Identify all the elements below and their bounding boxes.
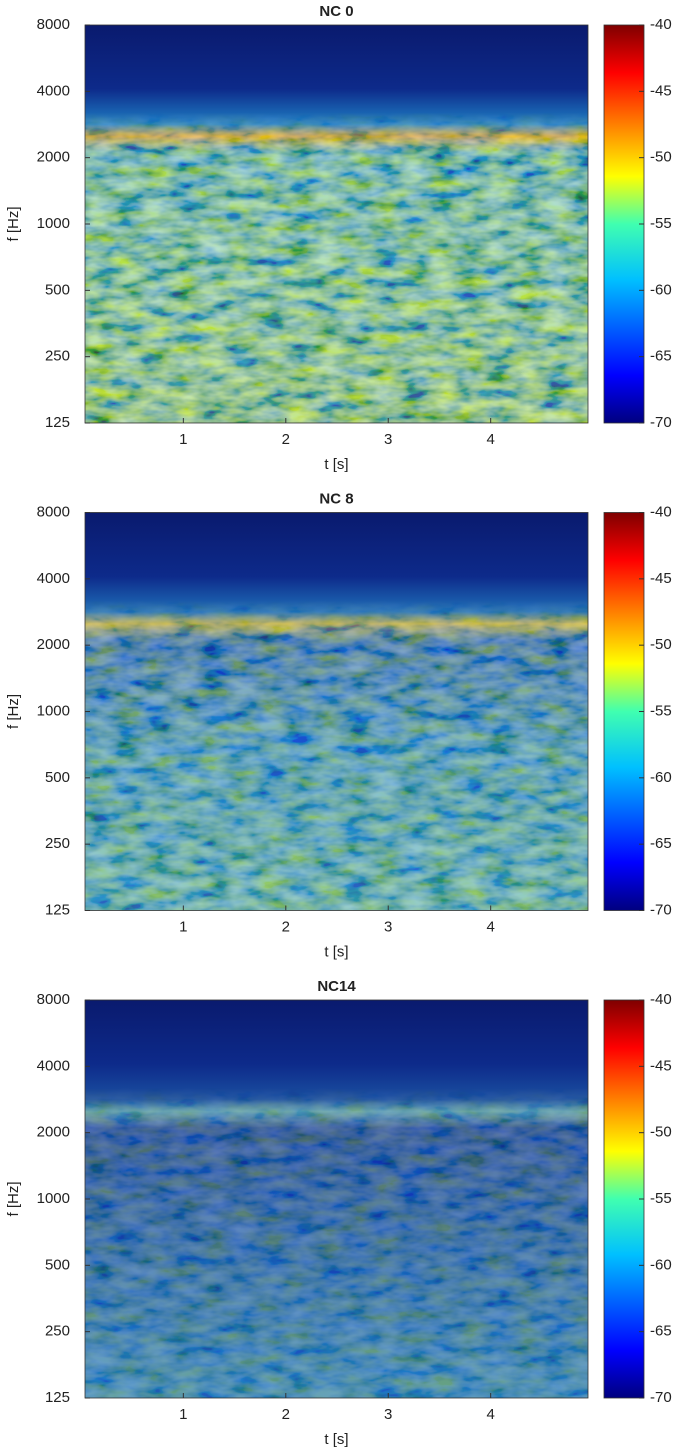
colorbar-tick-label: -50 xyxy=(650,149,672,166)
y-tick-label: 250 xyxy=(45,835,70,852)
spectrogram-texture xyxy=(85,25,588,423)
colorbar-tick-label: -65 xyxy=(650,348,672,365)
x-tick-label: 2 xyxy=(282,1406,290,1423)
y-tick-label: 500 xyxy=(45,769,70,786)
colorbar-tick-label: -50 xyxy=(650,1124,672,1141)
colorbar-tick-label: -50 xyxy=(650,636,672,653)
colorbar-tick-label: -70 xyxy=(650,1389,672,1406)
y-tick-label: 8000 xyxy=(37,16,70,33)
y-tick-label: 2000 xyxy=(37,1124,70,1141)
x-tick-label: 1 xyxy=(179,918,187,935)
colorbar-tick-label: -65 xyxy=(650,835,672,852)
y-tick-label: 4000 xyxy=(37,1057,70,1074)
colorbar-tick-label: -60 xyxy=(650,1256,672,1273)
colorbar-tick-label: -45 xyxy=(650,570,672,587)
y-axis-label: f [Hz] xyxy=(5,694,22,729)
spectrogram-texture xyxy=(85,1000,588,1398)
colorbar xyxy=(603,24,645,424)
colorbar-tick-label: -55 xyxy=(650,1190,672,1207)
colorbar-tick-label: -45 xyxy=(650,82,672,99)
x-tick-label: 1 xyxy=(179,1406,187,1423)
colorbar-tick-label: -55 xyxy=(650,215,672,232)
colorbar-tick-label: -40 xyxy=(650,991,672,1008)
colorbar-tick-label: -55 xyxy=(650,702,672,719)
colorbar-tick-label: -70 xyxy=(650,414,672,431)
y-tick-label: 250 xyxy=(45,348,70,365)
y-tick-label: 4000 xyxy=(37,570,70,587)
colorbar-tick-label: -60 xyxy=(650,281,672,298)
y-tick-label: 1000 xyxy=(37,215,70,232)
y-tick-label: 125 xyxy=(45,414,70,431)
y-tick-label: 2000 xyxy=(37,636,70,653)
y-tick-label: 250 xyxy=(45,1323,70,1340)
x-axis-label: t [s] xyxy=(324,1431,348,1448)
y-tick-label: 2000 xyxy=(37,149,70,166)
y-tick-label: 4000 xyxy=(37,82,70,99)
colorbar-tick-label: -40 xyxy=(650,503,672,520)
y-tick-label: 8000 xyxy=(37,503,70,520)
colorbar-tick-label: -70 xyxy=(650,901,672,918)
y-tick-label: 8000 xyxy=(37,991,70,1008)
x-tick-label: 3 xyxy=(384,431,392,448)
panel: NC 0 t [s] f [Hz] 1 2 3 4 125 250 500 1000 2000 4000… xyxy=(5,3,672,473)
y-tick-label: 500 xyxy=(45,1256,70,1273)
y-tick-label: 1000 xyxy=(37,702,70,719)
x-tick-label: 3 xyxy=(384,918,392,935)
y-tick-label: 125 xyxy=(45,901,70,918)
x-tick-label: 2 xyxy=(282,431,290,448)
y-tick-label: 125 xyxy=(45,1389,70,1406)
x-tick-label: 4 xyxy=(487,1406,495,1423)
colorbar-tick-label: -60 xyxy=(650,769,672,786)
panel: NC 8 t [s] f [Hz] 1 2 3 4 125 250 500 1000 2000 4000… xyxy=(5,490,672,960)
spectrogram-texture xyxy=(85,512,588,911)
y-tick-label: 1000 xyxy=(37,1190,70,1207)
colorbar-tick-label: -40 xyxy=(650,16,672,33)
x-axis-label: t [s] xyxy=(324,456,348,473)
colorbar-tick-label: -45 xyxy=(650,1057,672,1074)
panel: NC14 t [s] f [Hz] 1 2 3 4 125 250 500 1000 2000 4000… xyxy=(5,978,672,1448)
colorbar-tick-label: -65 xyxy=(650,1323,672,1340)
colorbar xyxy=(603,999,645,1399)
x-axis-label: t [s] xyxy=(324,943,348,960)
x-tick-label: 1 xyxy=(179,431,187,448)
y-tick-label: 500 xyxy=(45,281,70,298)
x-tick-label: 3 xyxy=(384,1406,392,1423)
y-axis-label: f [Hz] xyxy=(5,1181,22,1216)
y-axis-label: f [Hz] xyxy=(5,206,22,241)
x-tick-label: 4 xyxy=(487,431,495,448)
chart-title: NC 8 xyxy=(319,490,353,507)
colorbar xyxy=(603,512,645,911)
chart-title: NC 0 xyxy=(319,3,353,20)
x-tick-label: 2 xyxy=(282,918,290,935)
chart-title: NC14 xyxy=(317,978,356,995)
x-tick-label: 4 xyxy=(487,918,495,935)
